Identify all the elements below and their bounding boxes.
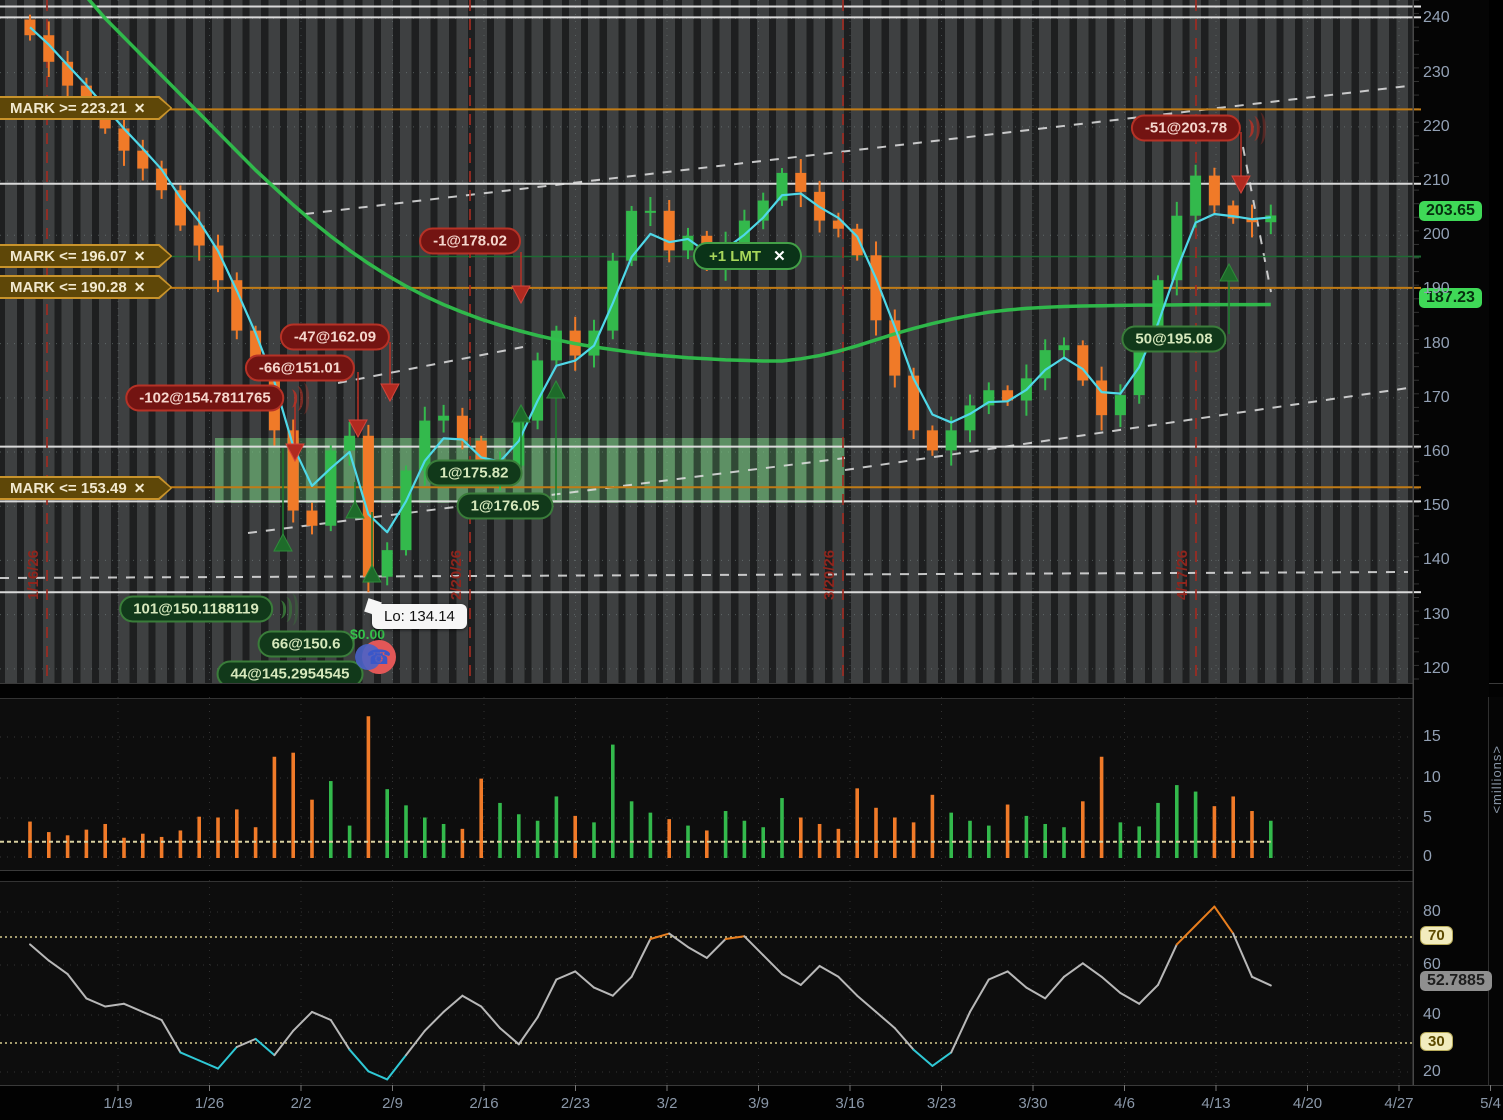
rsi-value-label: 52.7885 (1420, 971, 1492, 991)
price-tick-label: 130 (1423, 605, 1450, 623)
volume-tick-label: 0 (1423, 848, 1432, 865)
alert-tag-label: MARK <= 196.07 ✕ (0, 246, 170, 266)
date-label: 4/6 (1114, 1095, 1135, 1112)
date-label: 2/9 (382, 1095, 403, 1112)
date-label: 5/4 (1480, 1095, 1501, 1112)
trade-bubble-sell[interactable]: -47@162.09 (279, 323, 391, 351)
rsi-tick-label: 40 (1423, 1006, 1441, 1023)
alert-tag-label: MARK <= 190.28 ✕ (0, 277, 170, 297)
trade-bubble-buy[interactable]: 44@145.2954545 (216, 660, 364, 683)
fill-echo-arc (298, 382, 310, 414)
date-label: 3/9 (748, 1095, 769, 1112)
price-tick-label: 170 (1423, 388, 1450, 406)
price-tick-label: 140 (1423, 551, 1450, 569)
price-tick-label: 200 (1423, 226, 1450, 244)
volume-tick-label: 15 (1423, 728, 1441, 745)
fill-echo-arc (286, 593, 298, 625)
trade-bubble-buy[interactable]: 1@176.05 (456, 492, 554, 520)
earnings-call-icon[interactable]: ☎ (355, 640, 396, 674)
date-label: 2/16 (469, 1095, 499, 1112)
price-pane-annotations: +1 LMT ✕ $0.00 ☎ Lo: 134.14 MARK >= 223.2… (0, 0, 1413, 683)
time-axis[interactable] (0, 1085, 1503, 1120)
price-tick-label: 150 (1423, 497, 1450, 515)
volume-unit-label: <millions> (1489, 745, 1503, 814)
pl-open-label: $0.00 (350, 626, 386, 642)
alert-close-icon[interactable]: ✕ (133, 279, 146, 295)
alert-tag[interactable]: MARK >= 223.21 ✕ (0, 96, 172, 120)
rsi-tick-label: 80 (1423, 903, 1441, 920)
date-label: 3/30 (1018, 1095, 1048, 1112)
trade-bubble-sell[interactable]: -1@178.02 (419, 227, 521, 255)
fill-echo-arc (1254, 112, 1267, 144)
date-label: 2/2 (290, 1095, 312, 1112)
date-label: 4/20 (1292, 1095, 1323, 1112)
price-tick-label: 240 (1423, 9, 1450, 27)
trade-bubble-sell[interactable]: -66@151.01 (244, 354, 356, 382)
volume-pane[interactable] (0, 697, 1413, 870)
last-price-label: 203.65 (1419, 201, 1482, 221)
rsi-oversold-label: 30 (1420, 1032, 1453, 1051)
price-tick-label: 180 (1423, 334, 1450, 352)
alert-tag[interactable]: MARK <= 190.28 ✕ (0, 275, 172, 299)
price-tick-label: 230 (1423, 63, 1450, 81)
working-order-bubble[interactable]: +1 LMT ✕ (693, 242, 802, 270)
rsi-tick-label: 60 (1423, 956, 1441, 973)
trade-bubble-sell[interactable]: -51@203.78 (1130, 112, 1267, 144)
low-price-tooltip: Lo: 134.14 (372, 604, 467, 629)
cancel-order-icon[interactable]: ✕ (773, 248, 786, 265)
pane-divider[interactable] (0, 870, 1503, 882)
axis-unit-strip (1488, 697, 1503, 1085)
alert-tag-label: MARK <= 153.49 ✕ (0, 478, 170, 498)
alert-close-icon[interactable]: ✕ (133, 100, 146, 116)
rsi-overbought-label: 70 (1420, 926, 1453, 945)
date-label: 4/27 (1384, 1095, 1414, 1112)
date-label: 1/19 (103, 1095, 133, 1112)
alert-tag[interactable]: MARK <= 153.49 ✕ (0, 476, 172, 500)
alert-tag-label: MARK >= 223.21 ✕ (0, 98, 170, 118)
alert-tag[interactable]: MARK <= 196.07 ✕ (0, 244, 172, 268)
trade-bubble-buy[interactable]: 50@195.08 (1121, 325, 1227, 353)
volume-tick-label: 10 (1423, 769, 1441, 786)
moving-average-price-label: 187.23 (1419, 288, 1482, 308)
trade-bubble-sell[interactable]: -102@154.7811765 (125, 382, 310, 414)
alert-close-icon[interactable]: ✕ (133, 480, 146, 496)
price-axis[interactable] (1413, 0, 1489, 1085)
date-label: 1/26 (194, 1095, 225, 1112)
alert-close-icon[interactable]: ✕ (133, 248, 146, 264)
date-label: 2/23 (560, 1095, 591, 1112)
price-tick-label: 220 (1423, 117, 1450, 135)
volume-tick-label: 5 (1423, 809, 1432, 826)
trade-bubble-buy[interactable]: 101@150.1188119 (119, 593, 298, 625)
working-order-label: +1 LMT (709, 248, 762, 265)
date-label: 3/23 (926, 1095, 957, 1112)
rsi-pane[interactable] (0, 880, 1413, 1085)
price-tick-label: 160 (1423, 443, 1450, 461)
rsi-tick-label: 20 (1423, 1063, 1441, 1080)
price-tick-label: 190 (1423, 280, 1450, 298)
trade-bubble-buy[interactable]: 66@150.6 (257, 630, 355, 658)
date-label: 3/16 (835, 1095, 865, 1112)
pane-divider[interactable] (0, 683, 1503, 699)
trade-bubble-buy[interactable]: 1@175.82 (425, 459, 523, 487)
price-tick-label: 210 (1423, 172, 1450, 190)
date-label: 4/13 (1201, 1095, 1231, 1112)
date-label: 3/2 (656, 1095, 678, 1112)
price-tick-label: 120 (1423, 659, 1450, 677)
